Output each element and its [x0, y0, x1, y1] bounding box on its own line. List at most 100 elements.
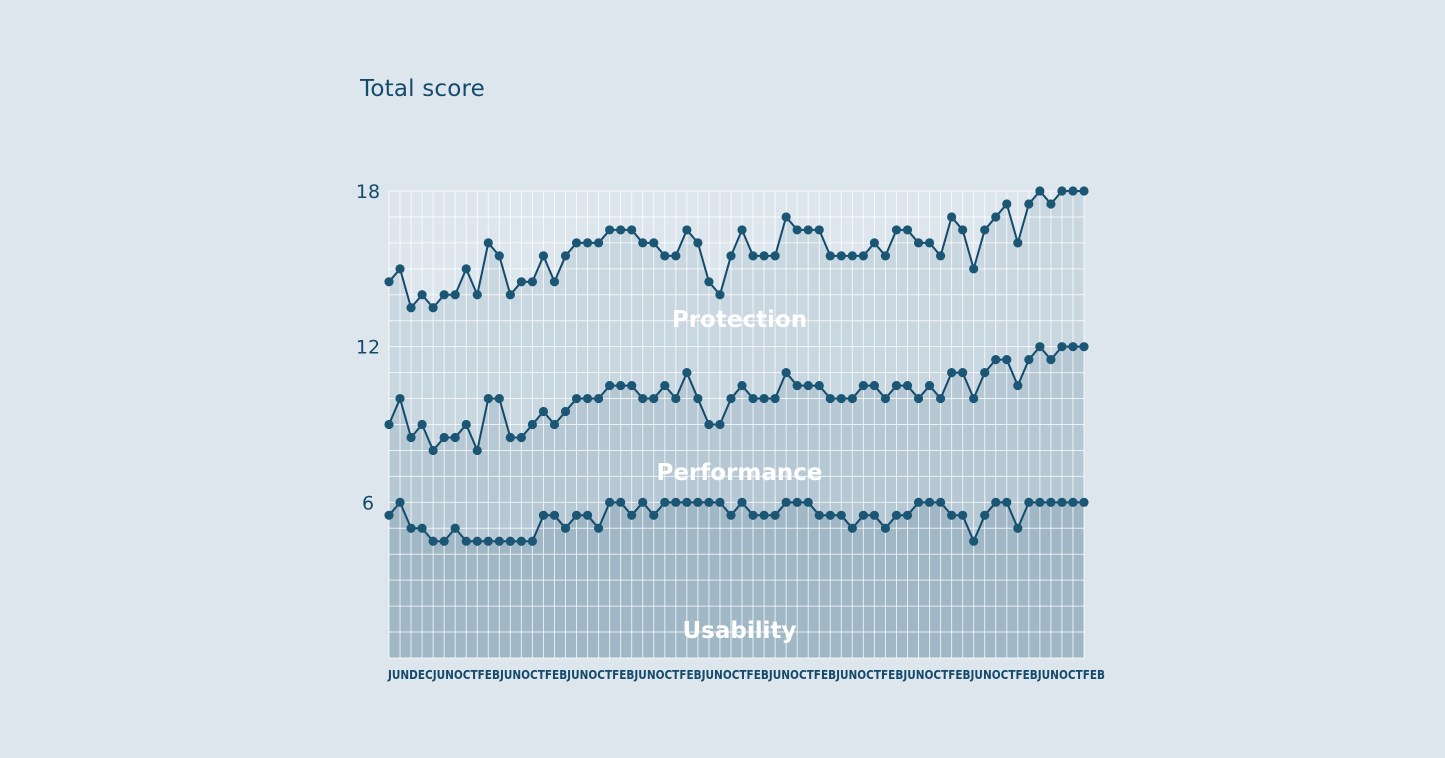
- data-point-protection: [516, 277, 526, 287]
- data-point-performance: [549, 419, 560, 430]
- data-point-protection: [858, 251, 868, 261]
- data-point-performance: [682, 368, 692, 378]
- data-point-performance: [1013, 380, 1023, 391]
- x-tick-label: FEB: [679, 667, 701, 682]
- data-point-performance: [1002, 355, 1012, 365]
- data-point-usability: [571, 510, 582, 520]
- data-point-performance: [538, 406, 549, 417]
- data-point-protection: [450, 290, 460, 300]
- data-point-usability: [704, 497, 714, 507]
- data-point-performance: [527, 419, 538, 430]
- series-line-protection: [388, 189, 1084, 310]
- data-point-performance: [880, 393, 891, 404]
- data-point-usability: [406, 523, 416, 533]
- data-point-usability: [748, 510, 758, 520]
- data-point-usability: [461, 536, 471, 546]
- data-point-performance: [902, 380, 913, 391]
- data-point-usability: [649, 510, 659, 520]
- data-point-performance: [1068, 342, 1078, 352]
- data-point-usability: [560, 523, 571, 533]
- x-tick-label: FEB: [1015, 667, 1037, 682]
- data-point-performance: [516, 432, 526, 443]
- data-point-usability: [958, 510, 968, 520]
- data-point-protection: [395, 264, 405, 274]
- data-point-usability: [660, 497, 670, 507]
- data-point-protection: [461, 264, 471, 274]
- data-point-protection: [825, 251, 835, 261]
- x-tick-label: JUN: [970, 667, 992, 682]
- x-tick-label: JUN: [701, 667, 723, 682]
- data-point-protection: [549, 277, 560, 287]
- x-tick-label: FEB: [814, 667, 836, 682]
- data-point-performance: [439, 432, 449, 443]
- data-point-protection: [406, 303, 416, 313]
- data-point-protection: [505, 290, 515, 300]
- data-point-protection: [649, 238, 659, 248]
- data-point-usability: [980, 510, 990, 520]
- data-point-protection: [671, 251, 681, 261]
- data-point-usability: [439, 536, 449, 546]
- data-point-protection: [439, 290, 449, 300]
- data-point-protection: [616, 225, 626, 235]
- data-point-usability: [1046, 497, 1056, 507]
- data-point-usability: [924, 497, 935, 507]
- data-point-protection: [538, 251, 549, 261]
- data-point-protection: [428, 303, 438, 313]
- data-point-performance: [935, 393, 946, 404]
- x-tick-label: FEB: [1083, 667, 1105, 682]
- data-point-protection: [1002, 199, 1012, 209]
- data-point-protection: [594, 238, 604, 248]
- data-point-protection: [803, 225, 813, 235]
- data-point-usability: [582, 510, 593, 520]
- data-point-usability: [792, 497, 802, 507]
- data-point-performance: [770, 393, 780, 404]
- data-point-usability: [505, 536, 515, 546]
- band-area-performance: [389, 346, 1084, 542]
- data-point-protection: [494, 251, 504, 261]
- x-tick-label: JUN: [432, 667, 454, 682]
- data-point-performance: [406, 432, 416, 443]
- data-point-usability: [494, 536, 504, 546]
- data-point-usability: [472, 536, 482, 546]
- data-point-protection: [571, 238, 582, 248]
- data-point-performance: [660, 380, 670, 391]
- data-point-protection: [638, 238, 648, 248]
- data-point-usability: [759, 510, 769, 520]
- data-point-usability: [417, 523, 427, 533]
- data-point-performance: [803, 380, 813, 391]
- data-point-usability: [1057, 497, 1067, 507]
- data-point-protection: [483, 238, 493, 248]
- data-point-protection: [869, 238, 879, 248]
- data-point-performance: [726, 393, 736, 404]
- data-point-protection: [847, 251, 857, 261]
- data-point-usability: [891, 510, 902, 520]
- data-point-protection: [605, 225, 615, 235]
- data-point-usability: [693, 497, 703, 507]
- data-point-protection: [980, 225, 990, 235]
- band-label-performance: Performance: [656, 460, 822, 486]
- data-point-protection: [958, 225, 968, 235]
- data-point-protection: [814, 225, 824, 235]
- series-line-performance: [388, 345, 1084, 454]
- data-point-usability: [384, 510, 394, 520]
- data-point-performance: [869, 380, 879, 391]
- y-tick-label: 6: [362, 492, 374, 514]
- data-point-usability: [395, 497, 405, 507]
- data-point-protection: [472, 290, 482, 300]
- data-point-protection: [748, 251, 758, 261]
- band-label-protection: Protection: [672, 307, 807, 333]
- x-tick-label: OCT: [1059, 667, 1083, 682]
- data-point-usability: [947, 510, 957, 520]
- data-point-usability: [913, 497, 924, 507]
- data-point-protection: [935, 251, 946, 261]
- data-point-usability: [847, 523, 857, 533]
- x-tick-label: OCT: [992, 667, 1016, 682]
- data-point-performance: [748, 393, 758, 404]
- data-point-performance: [715, 419, 725, 430]
- x-tick-label: FEB: [612, 667, 634, 682]
- data-point-usability: [527, 536, 538, 546]
- data-point-protection: [660, 251, 670, 261]
- data-point-performance: [825, 393, 835, 404]
